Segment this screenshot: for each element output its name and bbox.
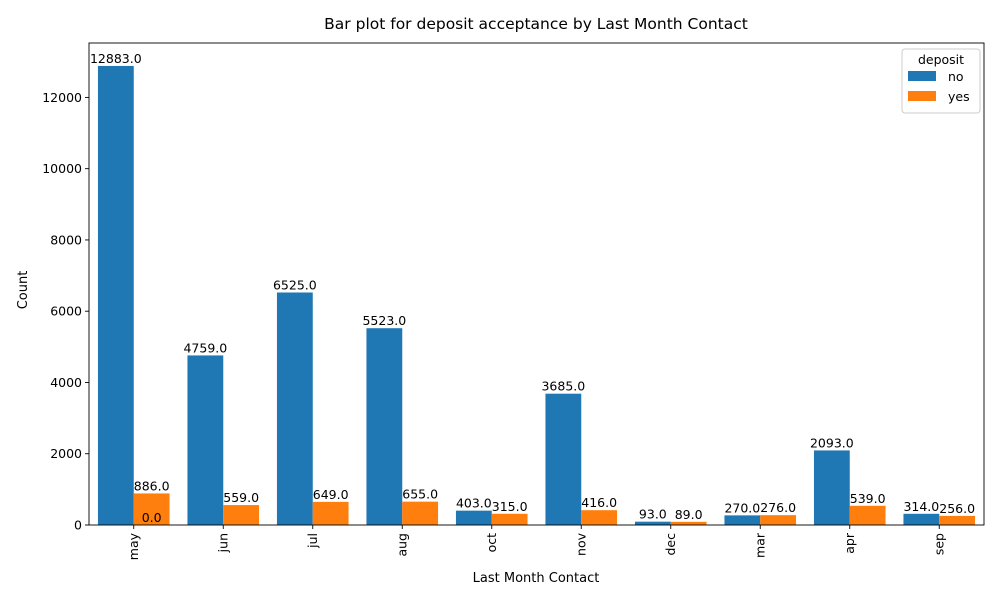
y-axis-label: Count (16, 271, 31, 310)
data-label-yes-nov: 416.0 (581, 495, 617, 510)
bar-yes-sep (939, 515, 976, 525)
x-tick-label: may (126, 532, 141, 560)
bar-yes-aug (402, 501, 439, 525)
bar-no-aug (366, 328, 403, 525)
data-label-yes-may: 886.0 (134, 478, 170, 493)
x-tick-label: oct (484, 533, 499, 553)
legend-swatch-yes (908, 91, 936, 101)
x-tick-label: mar (752, 532, 767, 558)
legend-swatch-no (908, 71, 936, 81)
data-label-no-mar: 270.0 (724, 500, 760, 515)
y-tick-label: 8000 (50, 232, 82, 247)
bar-yes-mar (760, 515, 797, 525)
y-tick-label: 6000 (50, 304, 82, 319)
chart-title: Bar plot for deposit acceptance by Last … (324, 15, 748, 33)
legend-label-no: no (948, 69, 964, 84)
bar-yes-nov (581, 510, 618, 525)
bar-no-sep (903, 513, 940, 525)
data-label-yes-oct: 315.0 (492, 499, 528, 514)
data-label-yes-mar: 276.0 (760, 500, 796, 515)
legend: deposit no yes (901, 48, 981, 114)
data-label-no-nov: 3685.0 (541, 379, 585, 394)
bar-no-apr (813, 450, 850, 525)
bar-no-jul (276, 292, 313, 525)
legend-title: deposit (918, 52, 964, 67)
data-label-yes-jul: 649.0 (313, 487, 349, 502)
data-label-yes-jun: 559.0 (223, 490, 259, 505)
x-tick-label: dec (663, 533, 678, 556)
bar-no-oct (455, 510, 492, 525)
bar-yes-jun (223, 505, 260, 525)
legend-label-yes: yes (948, 89, 970, 104)
x-tick-label: nov (573, 532, 588, 556)
bar-yes-apr (849, 505, 886, 525)
data-label-yes-apr: 539.0 (850, 491, 886, 506)
axes-frame (88, 42, 985, 526)
y-tick-label: 4000 (50, 375, 82, 390)
data-label-yes-dec: 89.0 (675, 507, 703, 522)
x-tick-label: aug (394, 533, 409, 557)
data-label-yes-sep: 256.0 (939, 501, 975, 516)
x-axis-label: Last Month Contact (473, 571, 600, 586)
y-tick-label: 2000 (50, 446, 82, 461)
bar-no-may (97, 65, 134, 525)
data-label-no-sep: 314.0 (903, 499, 939, 514)
data-label-no-aug: 5523.0 (362, 313, 406, 328)
y-tick-label: 10000 (42, 161, 82, 176)
data-label-no-may: 12883.0 (90, 51, 142, 66)
data-label-zero: 0.0 (142, 510, 162, 525)
plot-area: 12883.0 4759.0 6525.0 5523.0 403.0 3685.0 93.0… (42, 42, 985, 560)
bar-no-nov (545, 393, 582, 525)
bar-yes-jul (312, 501, 349, 525)
bar-yes-dec (670, 521, 707, 525)
bar-no-jun (187, 355, 224, 525)
data-label-no-oct: 403.0 (456, 496, 492, 511)
y-tick-label: 0 (74, 518, 82, 533)
data-label-no-dec: 93.0 (639, 507, 667, 522)
y-tick-label: 12000 (42, 90, 82, 105)
data-label-yes-aug: 655.0 (402, 487, 438, 502)
x-tick-label: jun (215, 533, 230, 553)
bar-no-mar (724, 515, 761, 525)
bar-yes-oct (491, 513, 528, 525)
bar-no-dec (634, 521, 671, 525)
data-label-no-jun: 4759.0 (183, 340, 227, 355)
x-tick-label: apr (842, 532, 857, 554)
bar-yes-may (133, 493, 170, 525)
data-label-no-jul: 6525.0 (273, 277, 317, 292)
data-label-no-apr: 2093.0 (810, 435, 854, 450)
x-tick-label: jul (305, 533, 320, 549)
x-tick-label: sep (931, 533, 946, 555)
